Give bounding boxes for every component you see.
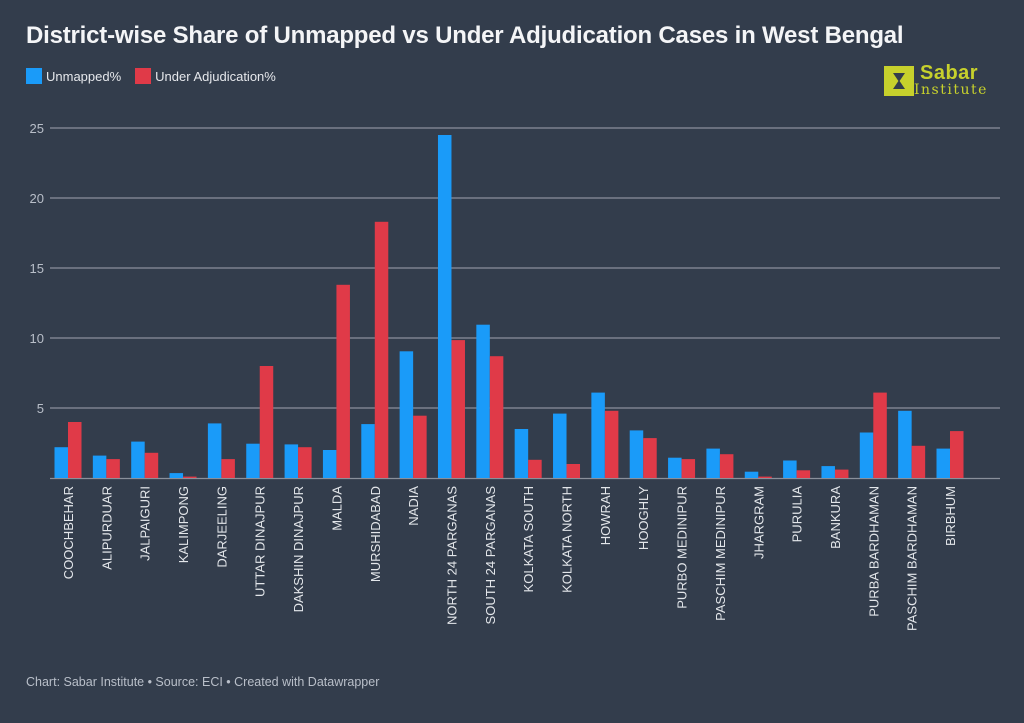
logo-text-sabar: Sabar: [920, 62, 979, 84]
legend-swatch-under-adjudication: [135, 68, 152, 84]
bar-unmapped: [706, 448, 720, 478]
bar-unmapped: [744, 471, 759, 478]
x-tick-label: PASCHIM BARDHAMAN: [905, 486, 920, 631]
bars: [54, 135, 964, 479]
legend-swatch-unmapped: [26, 68, 42, 84]
x-axis-labels: COOCHBEHAR ALIPURDUAR JALPAIGURI KALIMPONG D…: [61, 486, 958, 631]
x-tick-label: HOOGHLY: [636, 486, 651, 550]
bar-unmapped: [207, 423, 222, 478]
legend: Unmapped% Under Adjudication%: [26, 68, 276, 84]
bar-unmapped: [783, 460, 797, 478]
bar-under-adjudication: [834, 469, 849, 478]
bar-unmapped: [169, 473, 184, 478]
logo-text-institute: Institute: [914, 82, 988, 98]
bar-unmapped: [92, 455, 107, 478]
bar-unmapped: [821, 466, 835, 478]
x-tick-label: UTTAR DINAJPUR: [253, 486, 268, 597]
y-tick-label: 5: [37, 401, 44, 416]
x-tick-label: DAKSHIN DINAJPUR: [291, 486, 306, 612]
bar-under-adjudication: [911, 445, 926, 478]
y-tick-label: 15: [30, 261, 44, 276]
legend-label-under-adjudication: Under Adjudication%: [155, 68, 276, 84]
bar-under-adjudication: [719, 454, 734, 478]
legend-label-unmapped: Unmapped%: [46, 68, 122, 84]
legend-item-under-adjudication: Under Adjudication%: [135, 68, 276, 84]
x-tick-label: HOWRAH: [598, 486, 613, 545]
bar-unmapped: [668, 457, 682, 478]
bar-under-adjudication: [681, 459, 696, 478]
chart-title: District-wise Share of Unmapped vs Under…: [26, 22, 904, 49]
bar-unmapped: [399, 351, 414, 478]
bar-under-adjudication: [451, 340, 465, 478]
bar-under-adjudication: [604, 410, 619, 478]
y-tick-label: 20: [30, 191, 44, 206]
bar-unmapped: [54, 447, 68, 478]
bar-under-adjudication: [68, 422, 82, 478]
legend-item-unmapped: Unmapped%: [26, 68, 121, 84]
gridlines: 5 10 15 20 25: [30, 121, 1000, 480]
x-tick-label: NORTH 24 PARGANAS: [444, 486, 459, 625]
bar-under-adjudication: [566, 464, 581, 478]
bar-unmapped: [322, 450, 337, 478]
bar-unmapped: [131, 441, 145, 478]
bar-unmapped: [437, 135, 452, 478]
x-tick-label: BANKURA: [828, 486, 843, 549]
x-tick-label: PURBO MEDINIPUR: [675, 486, 690, 609]
x-tick-label: PURULIA: [790, 486, 805, 543]
footer-credit: Chart: Sabar Institute • Source: ECI • C…: [26, 675, 380, 689]
bar-unmapped: [514, 429, 529, 478]
bar-under-adjudication: [950, 431, 964, 478]
bar-under-adjudication: [758, 476, 772, 478]
x-tick-label: BIRBHUM: [943, 486, 958, 546]
bar-under-adjudication: [374, 221, 389, 479]
bar-under-adjudication: [413, 415, 427, 478]
bar-chart: 5 10 15 20 25 COOCHBEHAR ALIPURDUAR JALPAIGURI…: [30, 121, 1000, 631]
x-tick-label: PASCHIM MEDINIPUR: [713, 486, 728, 621]
bar-unmapped: [936, 448, 950, 478]
hourglass-logo-icon: [884, 66, 914, 96]
bar-unmapped: [629, 430, 644, 478]
bar-under-adjudication: [298, 447, 312, 478]
x-tick-label: NADIA: [406, 486, 421, 526]
bar-under-adjudication: [221, 459, 235, 478]
x-tick-label: PURBA BARDHAMAN: [866, 486, 881, 617]
bar-under-adjudication: [106, 459, 120, 478]
bar-unmapped: [591, 392, 605, 478]
bar-unmapped: [476, 324, 490, 478]
bar-unmapped: [553, 413, 567, 478]
x-tick-label: ALIPURDUAR: [99, 486, 114, 570]
y-tick-label: 25: [30, 121, 44, 136]
bar-under-adjudication: [336, 284, 350, 478]
bar-under-adjudication: [259, 366, 274, 478]
x-tick-label: COOCHBEHAR: [61, 486, 76, 579]
bar-under-adjudication: [183, 476, 197, 478]
sabar-institute-logo: Sabar Institute: [884, 62, 1008, 102]
bar-under-adjudication: [528, 459, 542, 478]
x-tick-label: KOLKATA NORTH: [560, 486, 575, 593]
bar-under-adjudication: [796, 470, 811, 478]
x-tick-label: MURSHIDABAD: [368, 486, 383, 582]
bar-unmapped: [859, 432, 874, 478]
bar-unmapped: [361, 424, 375, 478]
bar-under-adjudication: [643, 438, 657, 478]
bar-under-adjudication: [144, 452, 159, 478]
y-tick-label: 10: [30, 331, 44, 346]
x-tick-label: SOUTH 24 PARGANAS: [483, 486, 498, 625]
bar-unmapped: [284, 444, 299, 478]
bar-under-adjudication: [489, 356, 504, 478]
x-tick-label: DARJEELING: [214, 486, 229, 568]
bar-under-adjudication: [873, 392, 887, 478]
x-tick-label: JHARGRAM: [751, 486, 766, 559]
bar-unmapped: [898, 410, 912, 478]
x-tick-label: KOLKATA SOUTH: [521, 486, 536, 592]
x-tick-label: MALDA: [329, 486, 344, 531]
x-tick-label: JALPAIGURI: [138, 486, 153, 561]
x-tick-label: KALIMPONG: [176, 486, 191, 563]
bar-unmapped: [246, 443, 260, 478]
